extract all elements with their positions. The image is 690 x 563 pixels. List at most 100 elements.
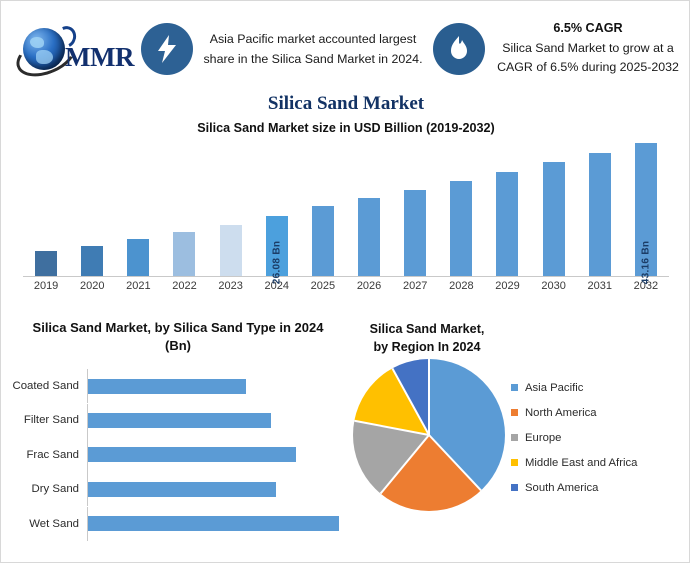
hbar <box>88 481 277 497</box>
bar <box>127 239 150 276</box>
pie-slices <box>353 359 505 511</box>
hbar <box>88 378 247 394</box>
legend-swatch-icon <box>511 384 518 391</box>
bar-column <box>484 139 530 276</box>
bar-column <box>115 139 161 276</box>
x-axis-tick-label: 2023 <box>218 280 243 292</box>
bar: 26.08 Bn <box>265 215 288 284</box>
hbar-category-label: Filter Sand <box>23 414 79 427</box>
hbar <box>88 413 272 429</box>
bar <box>35 251 58 276</box>
hbar-track <box>87 403 339 438</box>
hbar-track <box>87 506 339 541</box>
x-axis-tick-label: 2024 <box>264 280 290 292</box>
legend-label: South America <box>525 481 599 494</box>
x-axis-tick-label: 2021 <box>126 280 151 292</box>
bar-column: 26.08 Bn <box>254 139 300 284</box>
bar-value-label: 43.16 Bn <box>640 240 652 285</box>
bar: 43.16 Bn <box>634 143 657 284</box>
x-axis-tick-label: 2020 <box>79 280 105 292</box>
hbar <box>88 516 339 532</box>
mmr-logo-text: MMR <box>65 42 134 72</box>
hbar-track <box>87 437 339 472</box>
page-title: Silica Sand Market <box>267 93 425 114</box>
x-axis-tick-label: 2028 <box>449 280 474 292</box>
hbar-row: Wet Sand <box>11 506 339 541</box>
sand-type-chart-title: Silica Sand Market, by Silica Sand Type … <box>32 320 324 354</box>
legend-item: South America <box>511 475 671 500</box>
bar-column <box>577 139 623 276</box>
bar <box>311 206 334 276</box>
bar <box>358 197 381 276</box>
bar-column: 43.16 Bn <box>623 139 669 284</box>
hbar-track <box>87 369 339 404</box>
cagr-description: Silica Sand Market to grow at a CAGR of … <box>497 40 679 74</box>
bar-chart-subtitle: Silica Sand Market size in USD Billion (… <box>197 121 495 135</box>
pie-legend: Asia Pacific North America Europe Middle Ea… <box>511 375 671 500</box>
legend-item: Europe <box>511 425 671 450</box>
legend-label: Asia Pacific <box>525 381 584 394</box>
bar <box>81 245 104 276</box>
x-axis-tick-label: 2025 <box>310 280 336 292</box>
legend-item: North America <box>511 400 671 425</box>
legend-swatch-icon <box>511 484 518 491</box>
hbar-row: Filter Sand <box>11 403 339 438</box>
x-axis-tick-label: 2032 <box>633 280 659 292</box>
x-axis-tick-label: 2029 <box>495 280 520 292</box>
legend-swatch-icon <box>511 459 518 466</box>
hbar-row: Dry Sand <box>11 472 339 507</box>
legend-swatch-icon <box>511 409 518 416</box>
x-axis-tick-label: 2030 <box>541 280 566 292</box>
mmr-logo: MMR <box>9 14 141 85</box>
sand-type-plot-area: Coated Sand Filter Sand Frac Sand Dry Sand W… <box>9 369 339 541</box>
bar-column <box>23 139 69 276</box>
bar-value-label: 26.08 Bn <box>271 240 283 285</box>
legend-label: Middle East and Africa <box>525 456 638 469</box>
hbar-category-label: Wet Sand <box>29 517 79 530</box>
sand-type-chart: Silica Sand Market, by Silica Sand Type … <box>9 313 347 553</box>
bar-column <box>392 139 438 276</box>
legend-label: Europe <box>525 431 562 444</box>
hbar <box>88 447 297 463</box>
hbar-row: Coated Sand <box>11 369 339 404</box>
cagr-headline: 6.5% CAGR <box>553 20 623 35</box>
bar <box>542 162 565 276</box>
lightning-bolt-icon <box>141 23 193 75</box>
pie-graphic <box>353 359 505 511</box>
cagr-statement-block: 6.5% CAGR Silica Sand Market to grow at … <box>485 21 683 77</box>
asia-pacific-statement: Asia Pacific market accounted largest sh… <box>203 31 423 66</box>
bar <box>588 152 611 276</box>
bar-column <box>161 139 207 276</box>
x-axis-tick-label: 2031 <box>587 280 612 292</box>
bar <box>173 232 196 276</box>
bar-column <box>300 139 346 276</box>
legend-label: North America <box>525 406 597 419</box>
bar <box>450 181 473 276</box>
hbar-category-label: Dry Sand <box>31 483 79 496</box>
bar-column <box>208 139 254 276</box>
hbar-category-label: Coated Sand <box>12 380 80 393</box>
hbar-row: Frac Sand <box>11 437 339 472</box>
x-axis-tick-label: 2019 <box>33 280 59 292</box>
bar <box>496 171 519 276</box>
x-axis-tick-label: 2026 <box>356 280 382 292</box>
bar-chart-plot-area: 26.08 Bn 43.16 Bn <box>23 139 669 284</box>
header-bar: MMR Asia Pacific market accounted larges… <box>9 7 683 91</box>
bar-column <box>438 139 484 276</box>
hbar-track <box>87 472 339 507</box>
bottom-charts-row: Silica Sand Market, by Silica Sand Type … <box>9 313 683 553</box>
bar <box>404 189 427 276</box>
hbar-category-label: Frac Sand <box>26 448 79 461</box>
bar-column <box>346 139 392 276</box>
x-axis-tick-label: 2022 <box>172 280 197 292</box>
legend-item: Asia Pacific <box>511 375 671 400</box>
x-axis-tick-label: 2027 <box>402 280 428 292</box>
bar-chart-x-axis: 2019 2020 2021 2022 2023 2024 2025 2026 2027 2028… <box>23 280 669 292</box>
market-size-bar-chart: Silica Sand Market size in USD Billion (… <box>11 121 681 306</box>
bar-column <box>531 139 577 276</box>
legend-swatch-icon <box>511 434 518 441</box>
legend-item: Middle East and Africa <box>511 450 671 475</box>
region-pie-chart: Silica Sand Market, by Region In 2024 (%… <box>347 313 683 553</box>
bar-column <box>69 139 115 276</box>
